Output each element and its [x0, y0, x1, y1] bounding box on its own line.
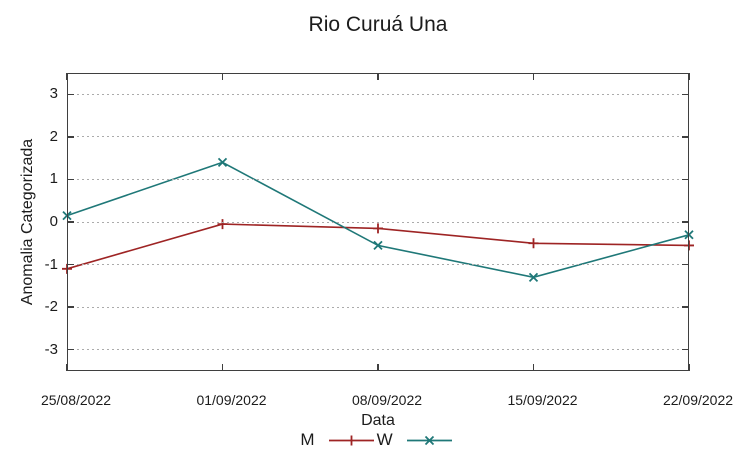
- axis-tick: [67, 136, 74, 138]
- y-tick-label: -1: [44, 255, 58, 273]
- y-tick-label: 2: [49, 127, 58, 145]
- x-axis-title: Data: [361, 412, 395, 429]
- legend-label-w: W: [376, 430, 393, 449]
- axis-tick: [67, 221, 74, 223]
- gridline: [67, 349, 689, 351]
- legend-sample-stroke: [406, 435, 452, 445]
- gridline: [67, 306, 689, 308]
- x-tick-label: 08/09/2022: [351, 392, 423, 408]
- y-tick-label: -2: [44, 298, 58, 316]
- axis-tick: [682, 178, 689, 181]
- y-tick-label: -3: [44, 340, 58, 358]
- axis-tick: [532, 364, 535, 371]
- x-tick-label: 25/08/2022: [40, 392, 112, 408]
- x-tick-label: 01/09/2022: [196, 392, 267, 408]
- y-tick-label: 1: [49, 170, 58, 188]
- axis-tick: [682, 136, 689, 138]
- x-tick-label: 22/09/2022: [662, 392, 734, 408]
- axis-tick: [682, 263, 689, 266]
- legend: M W: [0, 430, 752, 450]
- axis-tick: [532, 73, 535, 80]
- chart-title: Rio Curuá Una: [308, 13, 448, 36]
- axis-tick: [688, 73, 690, 80]
- axis-tick: [688, 364, 690, 371]
- y-tick-label: 3: [49, 85, 58, 103]
- gridline: [67, 264, 689, 266]
- axis-tick: [67, 178, 74, 181]
- legend-sample-w-line: [406, 435, 452, 445]
- y-tick-label: 0: [49, 213, 58, 230]
- axis-tick: [67, 348, 74, 351]
- axis-tick: [67, 263, 74, 266]
- axis-tick: [221, 73, 224, 80]
- axis-tick: [682, 348, 689, 351]
- axis-tick: [682, 221, 689, 223]
- legend-sample-stroke: [328, 435, 374, 445]
- axis-tick: [377, 364, 379, 371]
- axis-tick: [66, 73, 68, 80]
- axis-tick: [682, 306, 689, 308]
- axis-tick: [66, 364, 68, 371]
- axis-tick: [221, 364, 224, 371]
- legend-sample-m-line: [328, 435, 374, 445]
- axis-tick: [377, 73, 379, 80]
- gridline: [67, 221, 689, 223]
- x-tick-label: 15/09/2022: [507, 392, 578, 408]
- axis-tick: [682, 93, 689, 96]
- plot-area: [62, 73, 694, 371]
- gridline: [67, 136, 689, 138]
- axis-tick: [67, 93, 74, 96]
- series-markers-W: [62, 157, 694, 282]
- axis-tick: [67, 306, 74, 308]
- gridline: [67, 93, 689, 95]
- legend-label-m: M: [300, 430, 315, 449]
- gridline: [67, 178, 689, 180]
